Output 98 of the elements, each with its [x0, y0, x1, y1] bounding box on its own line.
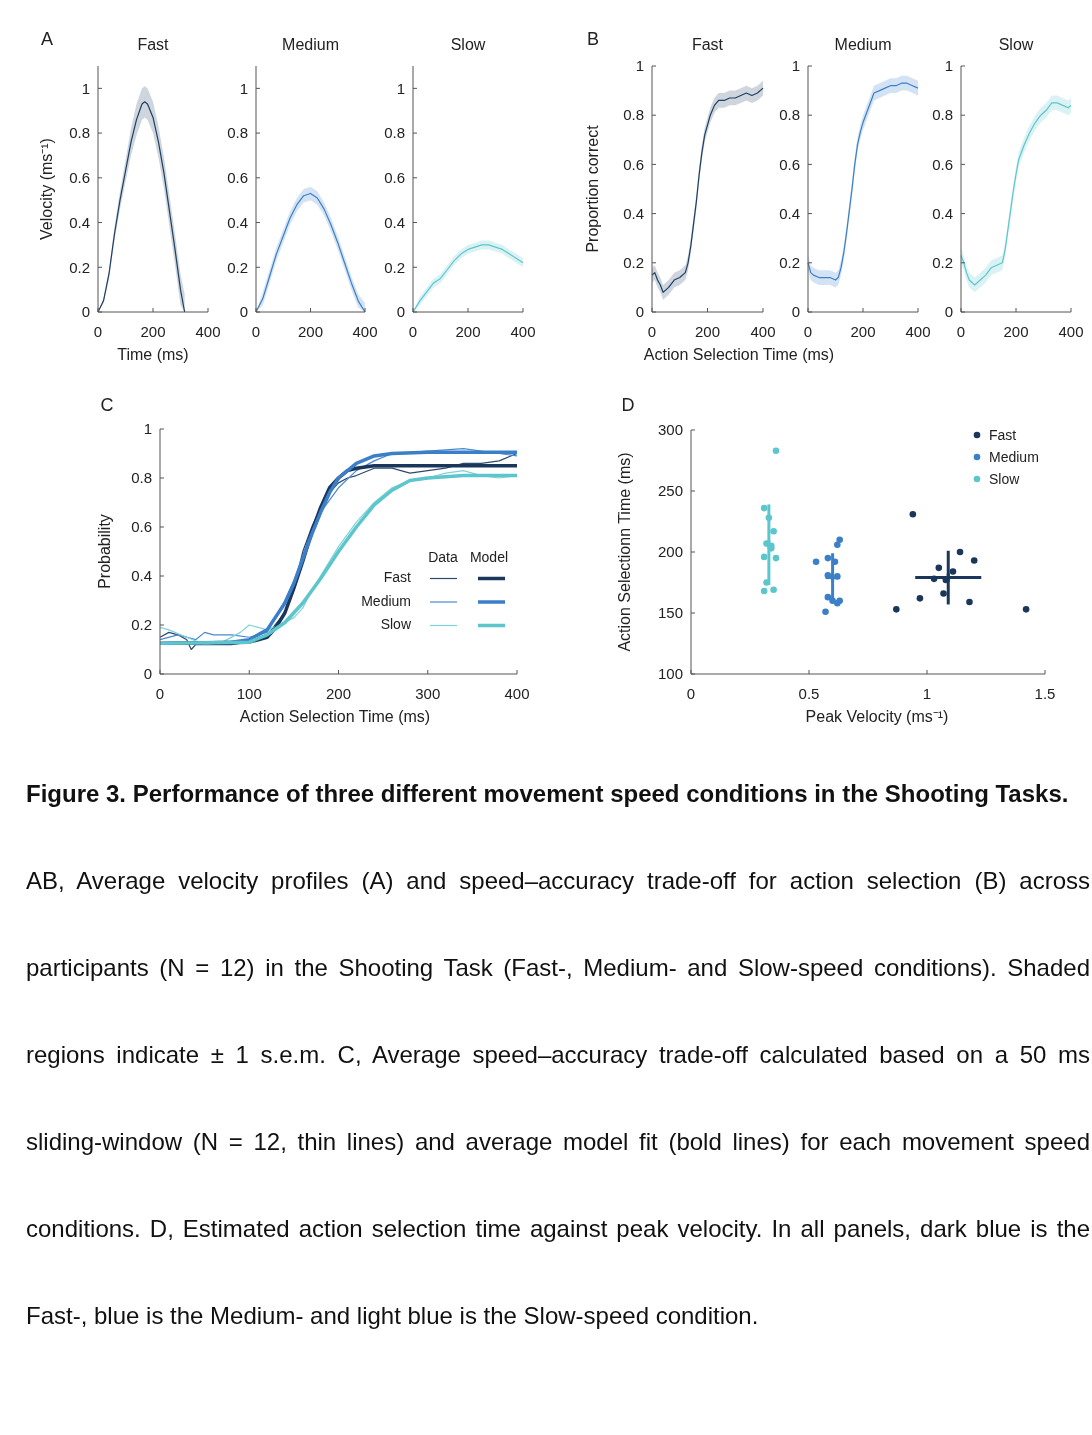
y-tick-label: 0.6: [69, 169, 90, 187]
legend-label: Slow: [989, 470, 1021, 487]
y-tick-label: 0.6: [779, 155, 800, 173]
legend-label: Medium: [361, 592, 411, 609]
y-tick-label: 0.6: [623, 155, 644, 173]
y-tick-label: 200: [657, 543, 683, 561]
x-tick-label: 1.5: [1034, 685, 1056, 702]
y-tick-label: 0: [396, 303, 405, 321]
y-tick-label: 0.2: [69, 258, 90, 276]
x-axis-title: Action Selection Time (ms): [239, 708, 431, 725]
x-tick-label: 200: [850, 323, 876, 340]
legend-label: Fast: [383, 569, 412, 586]
y-tick-label: 0.4: [69, 213, 90, 231]
x-tick-label: 400: [750, 323, 776, 340]
x-tick-label: 200: [1003, 323, 1029, 340]
y-tick-label: 1: [143, 420, 152, 438]
y-tick-label: 0.8: [227, 124, 248, 142]
x-tick-label: 200: [325, 685, 352, 702]
text: AB, Average velocity profiles (A) and speed–accuracy trade-off for action selection (B) across participants (N = 12) in the Shooting Task (Fast-, Medium- and Slow-speed conditions). Shaded regions indicate ± 1 s.e.m. C, Average speed–accuracy trade-off calculated based on a 50 ms sliding-window (N = 12, thin lines) and average model fit (bold lines) for each movement speed conditions. D, Estimated action selection time against peak velocity. In all panels, dark blue is the Fast-, blue is the Medium- and light blue is the Slow-speed condition.: [26, 867, 1090, 1329]
y-tick-label: 0.4: [932, 204, 953, 222]
y-tick-label: 0.4: [227, 213, 248, 231]
y-tick-label: 0: [239, 303, 248, 321]
y-axis-title: Probability: [96, 514, 113, 589]
x-tick-label: 400: [352, 323, 378, 340]
x-axis-title: Action Selection Time (ms): [643, 346, 835, 363]
chart-title: Fast: [691, 36, 724, 53]
annotation: Model: [469, 548, 509, 565]
y-tick-label: 1: [791, 57, 800, 75]
y-tick-label: 0.2: [623, 254, 644, 272]
x-tick-label: 200: [455, 323, 481, 340]
y-tick-label: 1: [635, 57, 644, 75]
y-tick-label: 0.6: [227, 169, 248, 187]
x-tick-label: 400: [504, 685, 530, 702]
y-tick-label: 0.6: [384, 169, 405, 187]
x-axis-title: Peak Velocity (ms⁻¹): [805, 708, 949, 725]
x-tick-label: 400: [195, 323, 221, 340]
x-tick-label: 400: [510, 323, 536, 340]
chart-title: Slow: [450, 36, 486, 53]
x-tick-label: 200: [694, 323, 721, 340]
legend-label: Slow: [380, 616, 412, 633]
annotation: Data: [428, 548, 458, 565]
y-tick-label: 0: [143, 665, 152, 683]
chart-title: Medium: [834, 36, 892, 53]
legend-label: Medium: [989, 448, 1039, 465]
y-axis-title: Proportion correct: [584, 124, 601, 253]
y-tick-label: 0: [635, 303, 644, 321]
y-tick-label: 1: [396, 79, 405, 97]
y-tick-label: 300: [657, 421, 683, 439]
y-tick-label: 0.8: [69, 124, 90, 142]
y-tick-label: 1: [81, 79, 90, 97]
x-tick-label: 0: [408, 323, 418, 340]
y-axis-title: Action Selectionn Time (ms): [616, 452, 633, 652]
x-tick-label: 0.5: [798, 685, 820, 702]
y-tick-label: 0.2: [384, 258, 405, 276]
y-tick-label: 0: [791, 303, 800, 321]
y-tick-label: 250: [657, 482, 683, 500]
x-tick-label: 200: [297, 323, 324, 340]
y-tick-label: 0.8: [384, 124, 405, 142]
x-tick-label: 300: [415, 685, 441, 702]
y-tick-label: 0: [944, 303, 953, 321]
x-tick-label: 0: [155, 685, 165, 702]
y-tick-label: 100: [657, 665, 683, 683]
chart-title: Medium: [282, 36, 339, 53]
y-tick-label: 0.2: [779, 254, 800, 272]
y-tick-label: 150: [657, 604, 683, 622]
x-tick-label: 0: [803, 323, 813, 340]
y-tick-label: 0.6: [131, 518, 152, 536]
y-tick-label: 0: [81, 303, 90, 321]
y-axis-title: Velocity (ms⁻¹): [38, 138, 55, 240]
text: C: [100, 395, 114, 415]
y-tick-label: 0.8: [779, 106, 800, 124]
y-tick-label: 0.6: [932, 155, 953, 173]
x-tick-label: 400: [1058, 323, 1084, 340]
y-tick-label: 0.4: [384, 213, 405, 231]
y-tick-label: 0.2: [131, 616, 152, 634]
y-tick-label: 0.4: [779, 204, 800, 222]
x-axis-title: Time (ms): [117, 346, 189, 363]
y-tick-label: 0.4: [623, 204, 644, 222]
x-tick-label: 0: [686, 685, 696, 702]
x-tick-label: 0: [93, 323, 103, 340]
text: B: [586, 29, 600, 49]
y-tick-label: 1: [239, 79, 248, 97]
y-tick-label: 0.2: [932, 254, 953, 272]
chart-title: Fast: [137, 36, 170, 53]
y-tick-label: 0.4: [131, 567, 152, 585]
text: Figure 3. Performance of three different movement speed conditions in the Shooting Tasks.: [26, 779, 1070, 809]
chart-title: Slow: [998, 36, 1034, 53]
text: A: [40, 29, 54, 49]
legend-label: Fast: [989, 426, 1017, 443]
y-tick-label: 0.8: [932, 106, 953, 124]
y-tick-label: 0.8: [131, 469, 152, 487]
x-tick-label: 400: [905, 323, 931, 340]
y-tick-label: 0.2: [227, 258, 248, 276]
x-tick-label: 0: [956, 323, 966, 340]
y-tick-label: 0.8: [623, 106, 644, 124]
y-tick-label: 1: [944, 57, 953, 75]
x-tick-label: 0: [251, 323, 261, 340]
text: D: [621, 395, 635, 415]
